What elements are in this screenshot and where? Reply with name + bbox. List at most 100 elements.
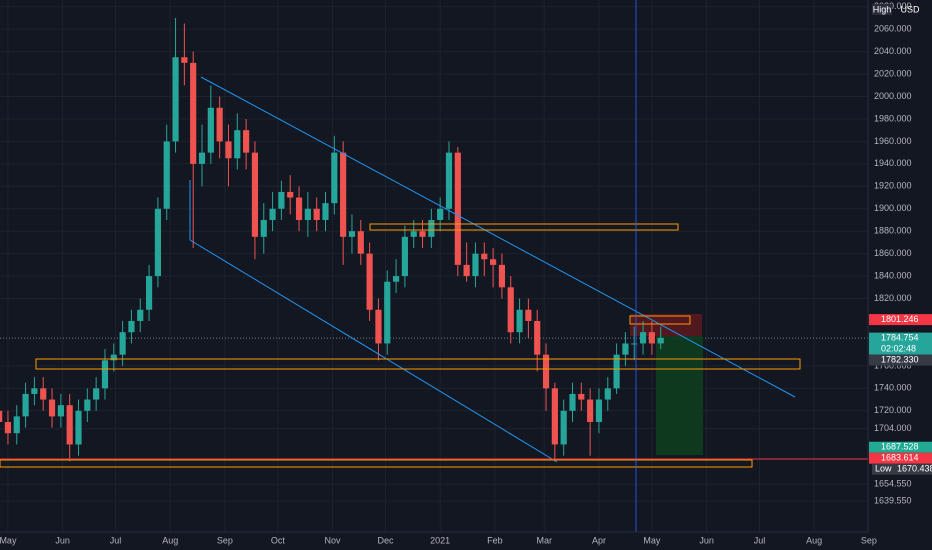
candle-body (13, 416, 20, 434)
candle-body (340, 152, 347, 237)
candle-body (40, 388, 47, 400)
candle-body (251, 152, 259, 237)
candle-body (595, 399, 603, 423)
y-tick-label: 1920.000 (874, 181, 912, 191)
candle-body (278, 191, 285, 209)
candle-body (639, 332, 647, 344)
candle-body (348, 231, 356, 237)
candle-body (0, 410, 3, 423)
resistance-zone (369, 223, 679, 231)
price-tag-text: 1687.528 (881, 442, 919, 452)
x-tick-label: Sep (861, 535, 877, 545)
candle-body (119, 332, 126, 355)
candle-body (560, 410, 567, 445)
candle-body (93, 388, 100, 400)
price-tag-bg (869, 441, 932, 453)
candle-body (569, 393, 576, 411)
candle-body (101, 360, 109, 389)
candle-body (437, 208, 444, 220)
candle-body (507, 287, 514, 333)
y-tick-label: 1840.000 (874, 270, 912, 280)
candle-body (516, 309, 523, 333)
x-tick-label: Mar (537, 535, 553, 545)
candle-body (445, 152, 453, 209)
x-tick-label: Jun (55, 535, 70, 545)
candle-body (48, 399, 56, 417)
support-zone (35, 358, 801, 370)
candle-body (190, 62, 197, 164)
candle-body (172, 57, 179, 142)
candle-body (181, 57, 188, 63)
y-tick-label: 1860.000 (874, 248, 912, 258)
candle-body (322, 203, 329, 220)
candle-body (207, 107, 214, 153)
candle-body (84, 399, 91, 411)
candle-body (4, 422, 12, 434)
target-zone (656, 336, 703, 455)
candle-body (331, 152, 338, 204)
price-tag-bg (869, 354, 932, 366)
candle-body (295, 197, 303, 220)
price-tag-text: 1670.438 (897, 464, 932, 474)
x-tick-label: Jun (699, 535, 714, 545)
candle-body (110, 354, 117, 361)
candle-body (604, 388, 611, 400)
price-tag-text: 1683.614 (881, 453, 919, 463)
price-tag: 1687.528 (869, 442, 932, 453)
y-tick-label: 1704.000 (874, 423, 912, 433)
y-tick-label: 2000.000 (874, 91, 912, 101)
y-tick-label: 1880.000 (874, 226, 912, 236)
candle-body (366, 253, 373, 310)
y-tick-label: 1654.550 (874, 479, 912, 489)
candle-body (472, 253, 479, 277)
price-tag-bg (872, 463, 932, 475)
price-tag-text: 1801.246 (881, 314, 919, 324)
candle-body (357, 231, 364, 254)
candle-body (154, 208, 161, 277)
candle-body (525, 309, 532, 321)
high-tag (872, 4, 892, 15)
candle-body (66, 405, 73, 445)
candle-body (384, 281, 391, 344)
candle-body (622, 343, 629, 355)
price-tag: Low 1670.438 (872, 464, 932, 475)
candle-body (225, 141, 232, 159)
candle-body (481, 253, 488, 260)
candle-body (454, 152, 461, 265)
price-tag-text: 1782.330 (881, 354, 919, 364)
y-tick-label: 2020.000 (874, 68, 912, 78)
candle-body (313, 208, 320, 220)
candle-body (260, 219, 267, 237)
x-tick-label: 2021 (430, 535, 450, 545)
x-tick-label: Sep (217, 535, 233, 545)
price-tag-text: 1784.754 (881, 332, 919, 342)
y-tick-label: 2060.000 (874, 24, 912, 34)
channel-lower (189, 239, 558, 463)
candle-body (375, 309, 382, 344)
candle-body (648, 332, 655, 344)
candle-body (410, 231, 417, 237)
x-tick-label: Aug (806, 535, 822, 545)
price-tag-prefix: Low (875, 464, 892, 474)
candle-body (657, 337, 664, 344)
entry-zone (629, 315, 691, 325)
y-tick-label: 1740.000 (874, 383, 912, 393)
y-tick-label: 1960.000 (874, 136, 912, 146)
candle-body (198, 152, 206, 164)
candle-body (234, 130, 241, 159)
candle-body (587, 399, 594, 423)
candle-body (578, 393, 585, 400)
candle-body (57, 405, 64, 417)
price-tag: 1801.246 (869, 314, 932, 326)
candle-body (428, 219, 435, 237)
x-tick-label: Jul (110, 535, 122, 545)
base-zone (0, 459, 753, 468)
y-tick-label: 1940.000 (874, 158, 912, 168)
candle-body (31, 388, 38, 394)
candle-body (75, 410, 82, 445)
y-tick-label: 2080.000 (874, 1, 912, 11)
candle-body (304, 208, 311, 220)
